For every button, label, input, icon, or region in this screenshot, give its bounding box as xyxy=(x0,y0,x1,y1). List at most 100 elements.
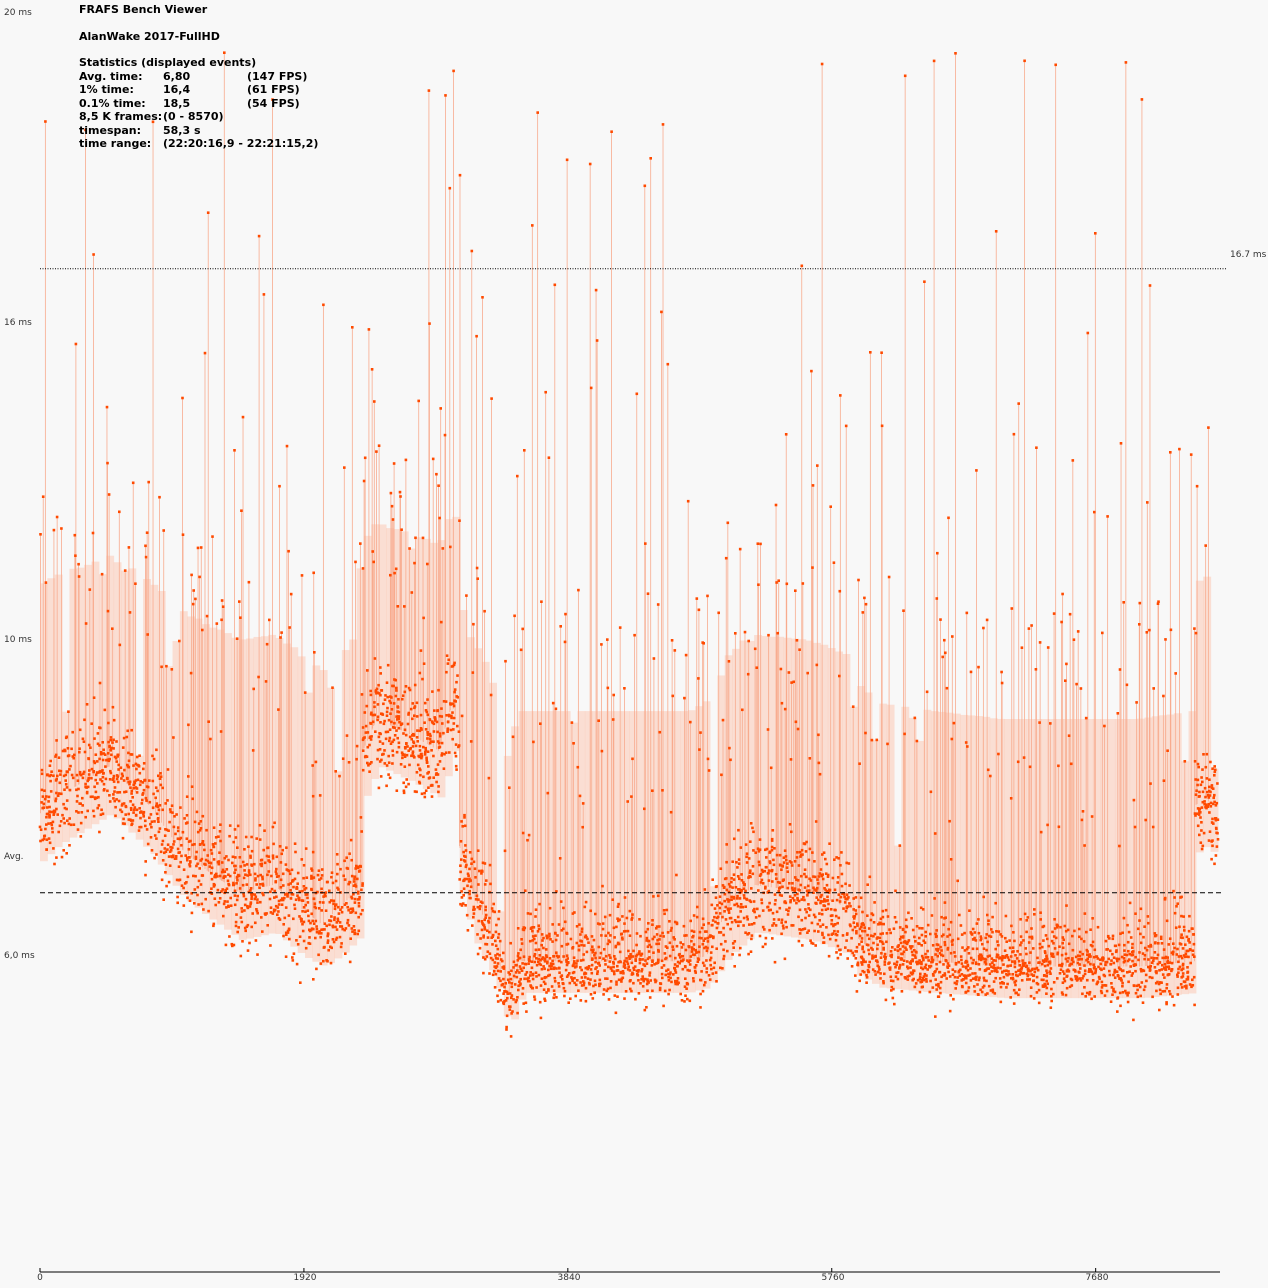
data-point xyxy=(231,861,234,865)
data-point xyxy=(1041,984,1045,987)
data-point xyxy=(348,960,352,964)
data-point xyxy=(702,923,705,926)
data-point xyxy=(1088,990,1092,994)
data-point xyxy=(227,883,231,887)
data-point xyxy=(688,999,692,1003)
data-point xyxy=(782,856,786,859)
data-point xyxy=(100,770,103,773)
data-point xyxy=(572,742,575,745)
data-point xyxy=(318,878,321,881)
fill-band xyxy=(1033,719,1042,999)
data-point xyxy=(43,789,46,792)
data-point xyxy=(863,926,866,929)
data-point xyxy=(898,844,902,847)
data-point xyxy=(332,899,336,903)
data-point xyxy=(834,938,838,942)
data-point xyxy=(646,978,649,981)
data-point xyxy=(876,943,879,947)
data-point xyxy=(236,894,239,898)
data-point xyxy=(973,985,976,988)
data-point xyxy=(460,896,464,899)
data-point xyxy=(539,1016,543,1020)
data-point xyxy=(542,965,545,968)
data-point xyxy=(918,926,921,930)
data-point xyxy=(227,904,230,908)
data-point xyxy=(1201,780,1204,784)
data-point xyxy=(1046,823,1049,827)
data-point xyxy=(1179,954,1183,958)
data-point xyxy=(146,842,150,846)
data-point xyxy=(608,913,612,917)
data-point xyxy=(395,686,398,690)
data-point xyxy=(334,938,338,941)
data-point xyxy=(881,942,885,946)
data-point xyxy=(116,755,119,758)
data-point xyxy=(879,956,883,959)
data-point xyxy=(1000,981,1004,984)
data-point xyxy=(384,730,388,734)
data-point xyxy=(355,744,359,748)
data-point xyxy=(884,998,888,1002)
data-point xyxy=(230,942,234,946)
data-point xyxy=(1158,988,1162,992)
data-point xyxy=(215,872,218,876)
data-point xyxy=(753,907,756,911)
data-point xyxy=(1204,795,1207,799)
data-point xyxy=(787,909,790,913)
data-point xyxy=(282,884,285,887)
data-point xyxy=(925,690,929,694)
data-point xyxy=(821,877,825,881)
data-point xyxy=(347,761,351,764)
data-point xyxy=(284,955,288,958)
data-point xyxy=(770,837,774,841)
data-point xyxy=(373,701,376,704)
data-point xyxy=(418,744,422,748)
fill-band xyxy=(665,711,674,993)
data-point xyxy=(185,881,188,884)
data-point xyxy=(993,966,997,970)
data-point xyxy=(780,921,783,924)
data-point xyxy=(445,714,448,717)
data-point xyxy=(431,457,435,461)
data-point xyxy=(686,997,689,1001)
data-point xyxy=(153,856,156,860)
data-point xyxy=(1083,912,1087,915)
data-point xyxy=(232,881,235,885)
data-point xyxy=(973,931,977,934)
data-point xyxy=(100,572,104,576)
data-point xyxy=(1061,981,1065,984)
data-point xyxy=(764,887,767,890)
data-point xyxy=(1198,833,1201,837)
data-point xyxy=(807,858,811,862)
data-point xyxy=(115,740,118,743)
data-point xyxy=(518,980,521,984)
data-point xyxy=(751,872,755,876)
data-point xyxy=(872,921,876,924)
data-point xyxy=(49,773,53,777)
data-point xyxy=(323,928,326,931)
data-point xyxy=(682,924,686,928)
data-point xyxy=(629,953,632,956)
data-point xyxy=(1016,974,1019,978)
data-point xyxy=(1202,831,1206,835)
data-point xyxy=(856,924,859,927)
data-point xyxy=(678,961,681,965)
data-point xyxy=(936,551,939,555)
data-point xyxy=(1116,997,1119,1000)
data-point xyxy=(391,726,395,729)
data-point xyxy=(531,929,534,933)
data-point xyxy=(75,800,79,803)
data-point xyxy=(1189,453,1193,456)
data-point xyxy=(920,962,923,966)
data-point xyxy=(1000,670,1003,674)
data-point xyxy=(641,975,644,978)
data-point xyxy=(239,616,242,619)
fill-band xyxy=(982,716,991,997)
data-point xyxy=(1134,912,1137,915)
data-point xyxy=(852,954,856,957)
data-point xyxy=(203,351,207,355)
data-point xyxy=(691,953,695,956)
data-point xyxy=(181,830,185,834)
data-point xyxy=(128,782,131,786)
data-point xyxy=(819,899,823,903)
